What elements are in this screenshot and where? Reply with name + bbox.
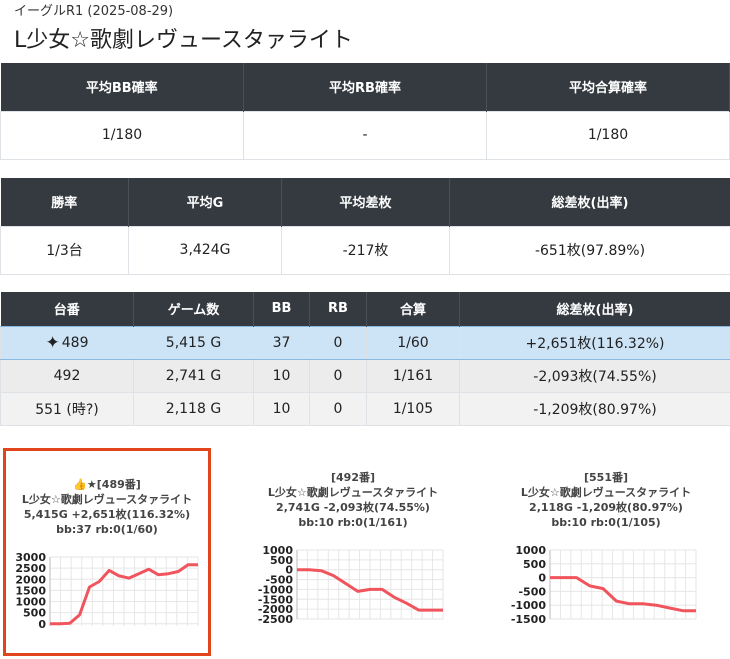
y-tick-label: 1500 [15,584,46,597]
total-cell: 1/60 [366,325,460,360]
probability-summary-table: 平均BB確率 平均RB確率 平均合算確率 1/180 - 1/180 [0,63,730,160]
y-tick-label: 0 [538,572,546,585]
header-avg-games: 平均G [128,178,282,226]
y-tick-label: 500 [523,558,546,571]
y-tick-label: -2500 [258,613,294,624]
value-win-rate: 1/3台 [0,225,129,275]
card-result: 2,118G -1,209枚(80.97%) [529,501,683,514]
chart-card-489[interactable]: 👍★[489番] L少女☆歌劇レヴュースタァライト 5,415G +2,651枚… [3,448,211,656]
y-tick-label: 1000 [262,544,293,557]
header-machine-no: 台番 [0,292,134,326]
games-cell: 2,741 G [133,358,254,393]
diff-cell: +2,651枚(116.32%) [459,325,730,360]
value-avg-total: 1/180 [486,110,730,160]
card-title: [492番] [330,471,376,484]
card-bonus: bb:37 rb:0(1/60) [56,523,158,536]
card-machine-name: L少女☆歌劇レヴュースタァライト [267,486,439,499]
machine-no-cell[interactable]: 551 (時?) [0,391,134,426]
y-tick-label: -1000 [511,599,547,612]
y-tick-label: 500 [23,607,46,620]
y-tick-label: -2000 [258,603,294,616]
games-cell: 2,118 G [133,391,254,426]
value-avg-rb: - [243,110,487,160]
y-tick-label: -500 [265,574,293,587]
machine-no-cell[interactable]: ✦ 489 [0,325,134,360]
machine-no[interactable]: 489 [61,334,89,351]
header-avg-total: 平均合算確率 [486,63,730,111]
machine-no-cell[interactable]: 492 [0,358,134,393]
header-avg-bb: 平均BB確率 [0,63,244,111]
header-rb: RB [309,292,367,326]
series-line [297,568,443,612]
header-diff: 総差枚(出率) [459,292,730,326]
rb-cell: 0 [309,391,367,426]
header-games: ゲーム数 [133,292,254,326]
series-line [50,563,198,626]
sparkle-icon: ✦ [45,332,60,353]
y-tick-label: 500 [270,554,293,567]
header-avg-rb: 平均RB確率 [243,63,487,111]
table-row[interactable]: ✦ 489 5,415 G 37 0 1/60 +2,651枚(116.32%) [0,325,730,360]
total-cell: 1/105 [366,391,460,426]
card-result: 5,415G +2,651枚(116.32%) [23,508,191,521]
card-machine-name: L少女☆歌劇レヴュースタァライト [520,486,692,499]
page-subtitle: イーグルR1 (2025-08-29) [14,4,174,19]
games-cell: 5,415 G [133,325,254,360]
value-avg-bb: 1/180 [0,110,244,160]
value-avg-games: 3,424G [128,225,282,275]
y-tick-label: 2500 [15,562,46,575]
chart-card-492[interactable]: [492番] L少女☆歌劇レヴュースタァライト 2,741G -2,093枚(7… [253,446,453,644]
header-total: 合算 [366,292,460,326]
y-tick-label: 2000 [15,573,46,586]
value-total-diff: -651枚(97.89%) [449,225,730,275]
bb-cell: 10 [253,358,310,393]
card-title: [551番] [583,471,629,484]
y-tick-label: -500 [518,585,546,598]
y-tick-label: 0 [285,564,293,577]
y-tick-label: -1500 [511,613,547,624]
header-bb: BB [253,292,310,326]
rb-cell: 0 [309,358,367,393]
diff-cell: -1,209枚(80.97%) [459,391,730,426]
rb-cell: 0 [309,325,367,360]
y-tick-label: -1000 [258,583,294,596]
value-avg-diff: -217枚 [281,225,450,275]
y-tick-label: 1000 [15,596,46,609]
card-title: 👍★[489番] [73,478,141,491]
y-tick-label: 1000 [515,544,546,557]
series-line [550,576,696,613]
y-tick-label: -1500 [258,593,294,606]
bb-cell: 37 [253,325,310,360]
table-row[interactable]: 492 2,741 G 10 0 1/161 -2,093枚(74.55%) [0,358,730,393]
page-title: L少女☆歌劇レヴュースタァライト [14,28,353,53]
card-machine-name: L少女☆歌劇レヴュースタァライト [21,493,193,506]
bb-cell: 10 [253,391,310,426]
header-total-diff: 総差枚(出率) [449,178,730,226]
y-tick-label: 3000 [15,551,46,564]
chart-card-551[interactable]: [551番] L少女☆歌劇レヴュースタァライト 2,118G -1,209枚(8… [506,446,706,644]
header-win-rate: 勝率 [0,178,129,226]
y-tick-label: 0 [38,618,46,631]
card-bonus: bb:10 rb:0(1/105) [551,516,661,529]
machine-table: 台番 ゲーム数 BB RB 合算 総差枚(出率) ✦ 489 5,415 G 37… [0,292,730,426]
card-bonus: bb:10 rb:0(1/161) [298,516,408,529]
header-avg-diff: 平均差枚 [281,178,450,226]
diff-cell: -2,093枚(74.55%) [459,358,730,393]
card-result: 2,741G -2,093枚(74.55%) [276,501,430,514]
result-summary-table: 勝率 平均G 平均差枚 総差枚(出率) 1/3台 3,424G -217枚 -6… [0,178,730,275]
total-cell: 1/161 [366,358,460,393]
table-row[interactable]: 551 (時?) 2,118 G 10 0 1/105 -1,209枚(80.9… [0,391,730,426]
